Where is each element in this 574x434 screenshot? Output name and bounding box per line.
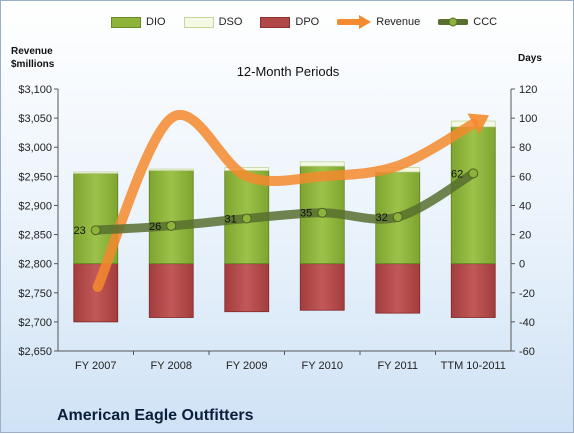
right-tick-label: 60 — [519, 171, 531, 183]
bar-dso — [73, 171, 119, 174]
ccc-point — [317, 207, 328, 218]
right-tick-label: 0 — [519, 259, 525, 271]
legend-item-dso: DSO — [183, 16, 243, 28]
legend-item-dpo: DPO — [260, 16, 319, 28]
right-tick-label: 80 — [519, 142, 531, 154]
left-tick-label: $2,850 — [18, 230, 52, 242]
legend: DIO DSO DPO Revenue CCC — [111, 9, 497, 35]
bar-dpo — [299, 263, 345, 311]
ccc-data-label: 31 — [225, 214, 237, 226]
chart-subtitle: 12-Month Periods — [236, 64, 340, 79]
right-tick-label: 120 — [519, 84, 537, 96]
legend-label-dpo: DPO — [295, 16, 320, 28]
legend-swatch-dpo — [260, 16, 291, 28]
left-axis-title-line1: Revenue — [11, 46, 53, 57]
x-tick-label: FY 2007 — [75, 360, 116, 372]
right-tick-label: -20 — [519, 288, 535, 300]
x-tick-label: FY 2009 — [226, 360, 267, 372]
ccc-point — [90, 225, 101, 236]
company-name: American Eagle Outfitters — [57, 407, 254, 424]
ccc-point — [241, 213, 252, 224]
left-tick-label: $3,000 — [18, 142, 52, 154]
x-tick-label: FY 2011 — [377, 360, 418, 372]
x-tick-label: FY 2008 — [151, 360, 192, 372]
right-tick-label: 20 — [519, 230, 531, 242]
bar-dpo — [73, 263, 119, 323]
bar-dso — [299, 161, 345, 167]
ccc-data-label: 23 — [74, 225, 86, 237]
bar-dpo — [148, 263, 194, 318]
ccc-line — [91, 168, 478, 235]
left-tick-label: $2,800 — [18, 259, 52, 271]
right-axis-title: Days — [518, 53, 542, 64]
bar-dso — [224, 167, 270, 171]
legend-label-ccc: CCC — [473, 16, 498, 28]
ccc-data-label: 35 — [300, 208, 312, 220]
right-tick-label: 100 — [519, 113, 537, 125]
legend-label-dso: DSO — [218, 16, 243, 28]
x-tick-label: TTM 10-2011 — [441, 360, 506, 372]
left-tick-label: $2,950 — [18, 171, 52, 183]
legend-item-dio: DIO — [111, 16, 166, 28]
ccc-data-label: 26 — [149, 221, 161, 233]
left-tick-label: $2,750 — [18, 288, 52, 300]
ccc-data-label: 62 — [451, 168, 463, 180]
left-tick-label: $2,700 — [18, 317, 52, 329]
left-tick-label: $2,650 — [18, 346, 52, 358]
right-tick-label: -40 — [519, 317, 535, 329]
left-axis-title: Revenue $millions — [11, 45, 54, 71]
bar-dso — [148, 168, 194, 171]
ccc-point — [468, 168, 479, 179]
revenue-arrowhead — [467, 113, 489, 135]
revenue-line — [92, 110, 479, 292]
legend-swatch-ccc — [438, 17, 469, 27]
left-tick-label: $3,100 — [18, 84, 52, 96]
bar-dpo — [375, 263, 421, 314]
legend-item-ccc: CCC — [438, 15, 497, 29]
ccc-data-label: 32 — [376, 212, 388, 224]
bar-dpo — [224, 263, 270, 313]
bar-dio — [148, 170, 194, 265]
legend-item-revenue: Revenue — [337, 15, 420, 29]
legend-swatch-dso — [183, 16, 214, 28]
legend-label-dio: DIO — [146, 16, 166, 28]
right-tick-label: 40 — [519, 200, 531, 212]
bar-dpo — [450, 263, 496, 318]
legend-swatch-revenue — [337, 15, 372, 29]
legend-swatch-dio — [111, 16, 141, 28]
left-tick-label: $2,900 — [18, 200, 52, 212]
legend-label-revenue: Revenue — [376, 16, 421, 28]
left-axis-title-line2: $millions — [11, 59, 55, 70]
x-tick-label: FY 2010 — [302, 360, 343, 372]
right-tick-label: -60 — [519, 346, 535, 358]
left-tick-label: $3,050 — [18, 113, 52, 125]
ccc-point — [392, 212, 403, 223]
bar-dio — [450, 126, 496, 265]
ccc-point — [166, 220, 177, 231]
